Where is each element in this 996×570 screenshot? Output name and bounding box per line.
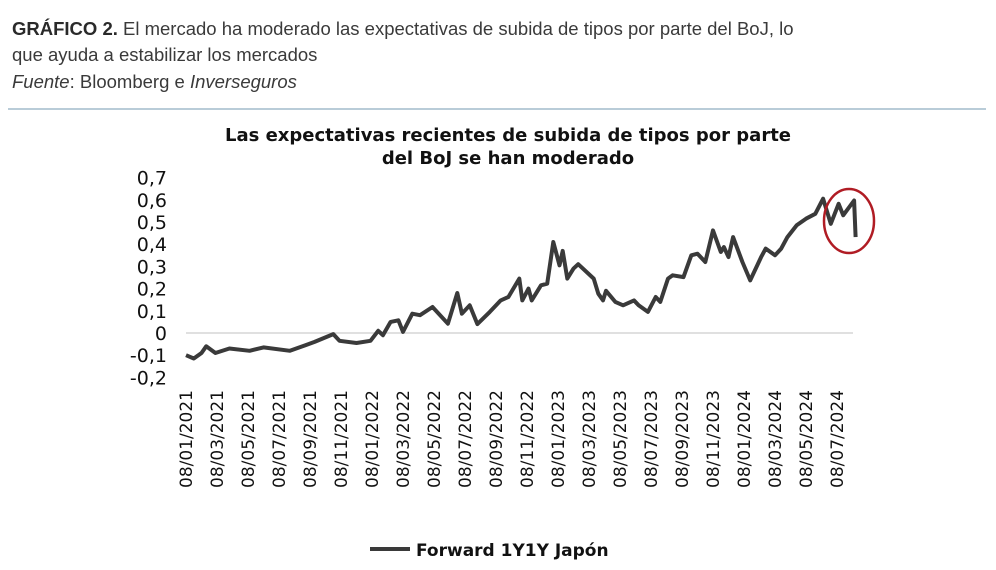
x-tick-label: 08/07/2023: [642, 390, 662, 488]
x-tick-label: 08/11/2021: [332, 390, 352, 488]
source-line: Fuente: Bloomberg e Inverseguros: [12, 69, 297, 95]
x-tick-label: 08/07/2024: [828, 390, 848, 488]
y-tick-label: 0: [155, 323, 167, 345]
y-tick-label: 0,2: [137, 279, 167, 301]
source-label: Fuente: [12, 71, 70, 92]
x-tick-label: 08/03/2023: [580, 390, 600, 488]
x-tick-label: 08/01/2021: [177, 390, 197, 488]
x-tick-label: 08/05/2021: [239, 390, 259, 488]
x-tick-label: 08/05/2023: [611, 390, 631, 488]
x-tick-label: 08/05/2022: [425, 390, 445, 488]
highlight-circle: [822, 187, 876, 255]
x-tick-label: 08/09/2021: [301, 390, 321, 488]
caption-text: El mercado ha moderado las expectativas …: [117, 18, 794, 39]
y-tick-label: 0,6: [137, 190, 167, 212]
series-line-forward-1y1y-japon: [185, 196, 858, 361]
divider: [8, 108, 986, 110]
x-tick-label: 08/11/2023: [704, 390, 724, 488]
chart-title-line-1: Las expectativas recientes de subida de …: [225, 125, 791, 146]
x-tick-label: 08/11/2022: [518, 390, 538, 488]
x-tick-label: 08/09/2022: [487, 390, 507, 488]
x-tick-label: 08/03/2024: [766, 390, 786, 488]
y-tick-label: -0,2: [130, 367, 167, 389]
y-tick-label: 0,7: [137, 168, 167, 190]
y-tick-label: 0,4: [137, 234, 167, 256]
x-tick-label: 08/05/2024: [797, 390, 817, 488]
x-tick-label: 08/09/2023: [673, 390, 693, 488]
y-tick-label: 0,1: [137, 301, 167, 323]
chart-title-line-2: del BoJ se han moderado: [382, 148, 634, 169]
x-tick-label: 08/01/2024: [735, 390, 755, 488]
legend-label: Forward 1Y1Y Japón: [416, 541, 609, 561]
figure-label: GRÁFICO 2.: [12, 18, 118, 39]
x-tick-label: 08/03/2022: [394, 390, 414, 488]
caption-line-2: que ayuda a estabilizar los mercados: [12, 44, 318, 65]
y-tick-label: 0,3: [137, 256, 167, 278]
source-sep: : Bloomberg e: [69, 71, 190, 92]
caption-line-1: GRÁFICO 2. El mercado ha moderado las ex…: [12, 16, 794, 42]
x-tick-label: 08/01/2022: [363, 390, 383, 488]
source-name: Inverseguros: [189, 71, 297, 92]
x-tick-label: 08/07/2022: [456, 390, 476, 488]
x-tick-label: 08/07/2021: [270, 390, 290, 488]
y-tick-label: 0,5: [137, 212, 167, 234]
x-tick-label: 08/03/2021: [208, 390, 228, 488]
x-tick-label: 08/01/2023: [549, 390, 569, 488]
y-tick-label: -0,1: [130, 345, 167, 367]
